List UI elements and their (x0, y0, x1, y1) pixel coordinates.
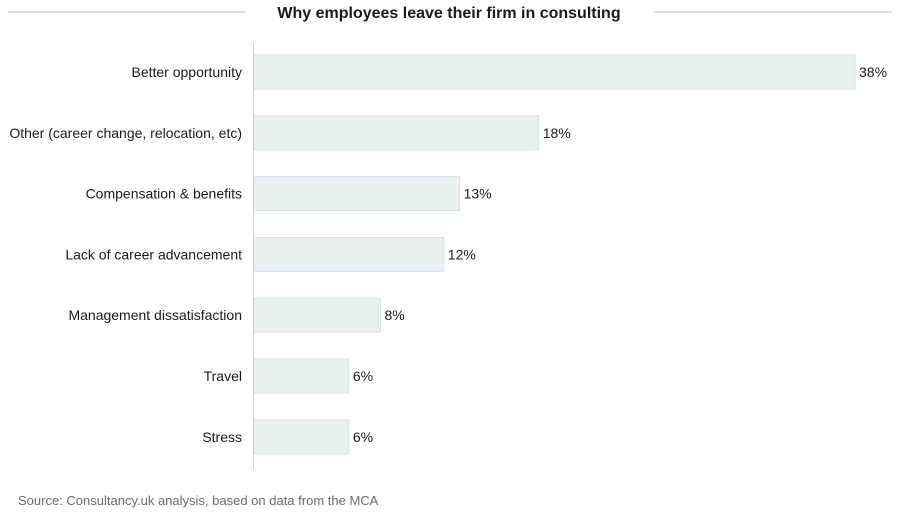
bar-0 (253, 54, 856, 90)
bar-3 (253, 236, 445, 272)
bar-5 (253, 358, 350, 394)
bar-4 (253, 297, 381, 333)
bar-2 (253, 176, 461, 212)
value-label-5: 6% (353, 368, 373, 384)
source-note: Source: Consultancy.uk analysis, based o… (18, 493, 379, 508)
value-label-3: 12% (448, 246, 476, 262)
bar-6 (253, 419, 350, 455)
category-label-1: Other (career change, relocation, etc) (9, 125, 242, 141)
value-label-6: 6% (353, 429, 373, 445)
chart-title: Why employees leave their firm in consul… (277, 5, 620, 22)
value-label-2: 13% (464, 186, 492, 202)
value-label-1: 18% (543, 125, 571, 141)
category-label-4: Management dissatisfaction (68, 307, 242, 323)
category-label-5: Travel (204, 368, 242, 384)
category-label-3: Lack of career advancement (65, 246, 242, 262)
value-label-4: 8% (385, 307, 405, 323)
category-label-6: Stress (202, 429, 242, 445)
bars-group: Better opportunity 38% Other (career chang… (9, 54, 887, 455)
value-label-0: 38% (859, 64, 887, 80)
category-label-0: Better opportunity (131, 64, 242, 80)
category-label-2: Compensation & benefits (86, 186, 242, 202)
bar-1 (253, 115, 540, 151)
